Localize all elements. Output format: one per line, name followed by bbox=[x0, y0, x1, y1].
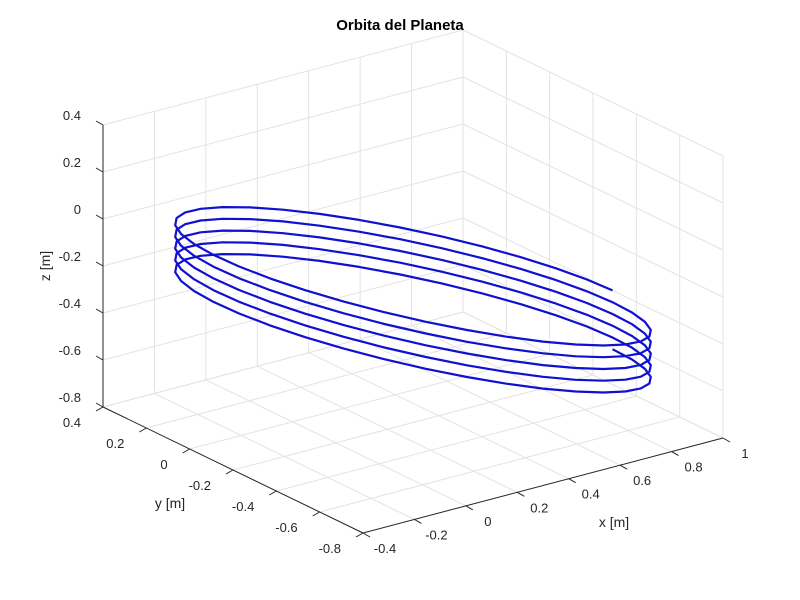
y-tick-label: -0.6 bbox=[275, 520, 297, 535]
z-tick-mark bbox=[95, 308, 104, 314]
z-tick-mark bbox=[95, 120, 104, 126]
z-tick-label: -0.8 bbox=[59, 390, 81, 405]
grid-line-floor bbox=[319, 416, 680, 513]
z-tick-label: 0.2 bbox=[63, 155, 81, 170]
z-tick-mark bbox=[95, 167, 104, 173]
z-tick-mark bbox=[95, 214, 104, 220]
y-tick-label: -0.2 bbox=[189, 478, 211, 493]
grid-line-floor bbox=[232, 374, 594, 471]
y-tick-mark bbox=[355, 532, 364, 538]
x-tick-mark bbox=[517, 491, 525, 497]
x-tick-mark bbox=[414, 518, 422, 524]
x-tick-label: 0.2 bbox=[530, 500, 548, 515]
y-tick-mark bbox=[139, 427, 147, 433]
x-tick-label: -0.4 bbox=[374, 541, 396, 556]
y-tick-label: 0.2 bbox=[106, 436, 124, 451]
x-tick-mark bbox=[671, 451, 679, 457]
grid-line-floor bbox=[146, 332, 507, 429]
z-tick-mark bbox=[95, 261, 104, 267]
x-tick-label: 0.8 bbox=[685, 460, 703, 475]
grid-line-back bbox=[102, 170, 464, 267]
grid-line-floor bbox=[276, 395, 637, 492]
z-tick-mark bbox=[95, 355, 104, 361]
z-tick-label: -0.2 bbox=[59, 249, 81, 264]
z-tick-label: 0.4 bbox=[63, 108, 81, 123]
grid-line-back bbox=[102, 29, 464, 126]
orbit-series bbox=[174, 206, 652, 394]
z-tick-label: -0.4 bbox=[59, 296, 81, 311]
x-tick-label: 0.4 bbox=[582, 487, 600, 502]
grid-line-side bbox=[462, 170, 724, 298]
y-tick-label: -0.4 bbox=[232, 499, 254, 514]
grid-line-back bbox=[102, 311, 464, 408]
x-tick-label: 1 bbox=[741, 446, 748, 461]
y-tick-mark bbox=[225, 469, 234, 475]
grid-line-back bbox=[102, 76, 464, 173]
grid-line-floor bbox=[189, 353, 550, 450]
y-axis-label: y [m] bbox=[155, 495, 185, 511]
x-tick-mark bbox=[619, 464, 628, 470]
x-tick-label: 0.6 bbox=[633, 473, 651, 488]
x-tick-mark bbox=[362, 532, 371, 538]
grid-line-back bbox=[102, 264, 464, 361]
tick-labels: -0.4 -0.2 0 0.2 0.4 0.6 0.8 1 -0.8 -0.6 -0.4 -0.2 0 0… bbox=[59, 108, 749, 556]
x-tick-mark bbox=[722, 437, 731, 443]
grid-line-side bbox=[462, 76, 724, 204]
z-tick-mark bbox=[95, 402, 104, 408]
chart-title: Orbita del Planeta bbox=[336, 17, 464, 34]
x-axis-line bbox=[362, 437, 724, 534]
x-tick-label: -0.2 bbox=[425, 527, 447, 542]
z-tick-label: 0 bbox=[74, 202, 81, 217]
z-axis-label: z [m] bbox=[37, 251, 53, 281]
axes-box bbox=[95, 120, 731, 538]
y-tick-label: 0.4 bbox=[63, 415, 81, 430]
z-tick-label: -0.6 bbox=[59, 343, 81, 358]
y-tick-mark bbox=[269, 490, 277, 496]
grid-line-side bbox=[462, 29, 724, 157]
grid-line-side bbox=[462, 311, 724, 439]
grid-line-back bbox=[102, 217, 464, 314]
y-tick-mark bbox=[182, 448, 190, 454]
x-tick-mark bbox=[465, 505, 474, 511]
x-tick-label: 0 bbox=[484, 514, 491, 529]
x-axis-label: x [m] bbox=[599, 514, 629, 530]
grid-line-side bbox=[462, 123, 724, 251]
orbit-line bbox=[174, 206, 652, 394]
y-tick-mark bbox=[312, 511, 320, 517]
y-tick-label: 0 bbox=[160, 457, 167, 472]
y-tick-mark bbox=[95, 406, 104, 412]
x-tick-mark bbox=[568, 478, 576, 484]
grid-line-back bbox=[102, 123, 464, 220]
y-tick-label: -0.8 bbox=[319, 541, 341, 556]
